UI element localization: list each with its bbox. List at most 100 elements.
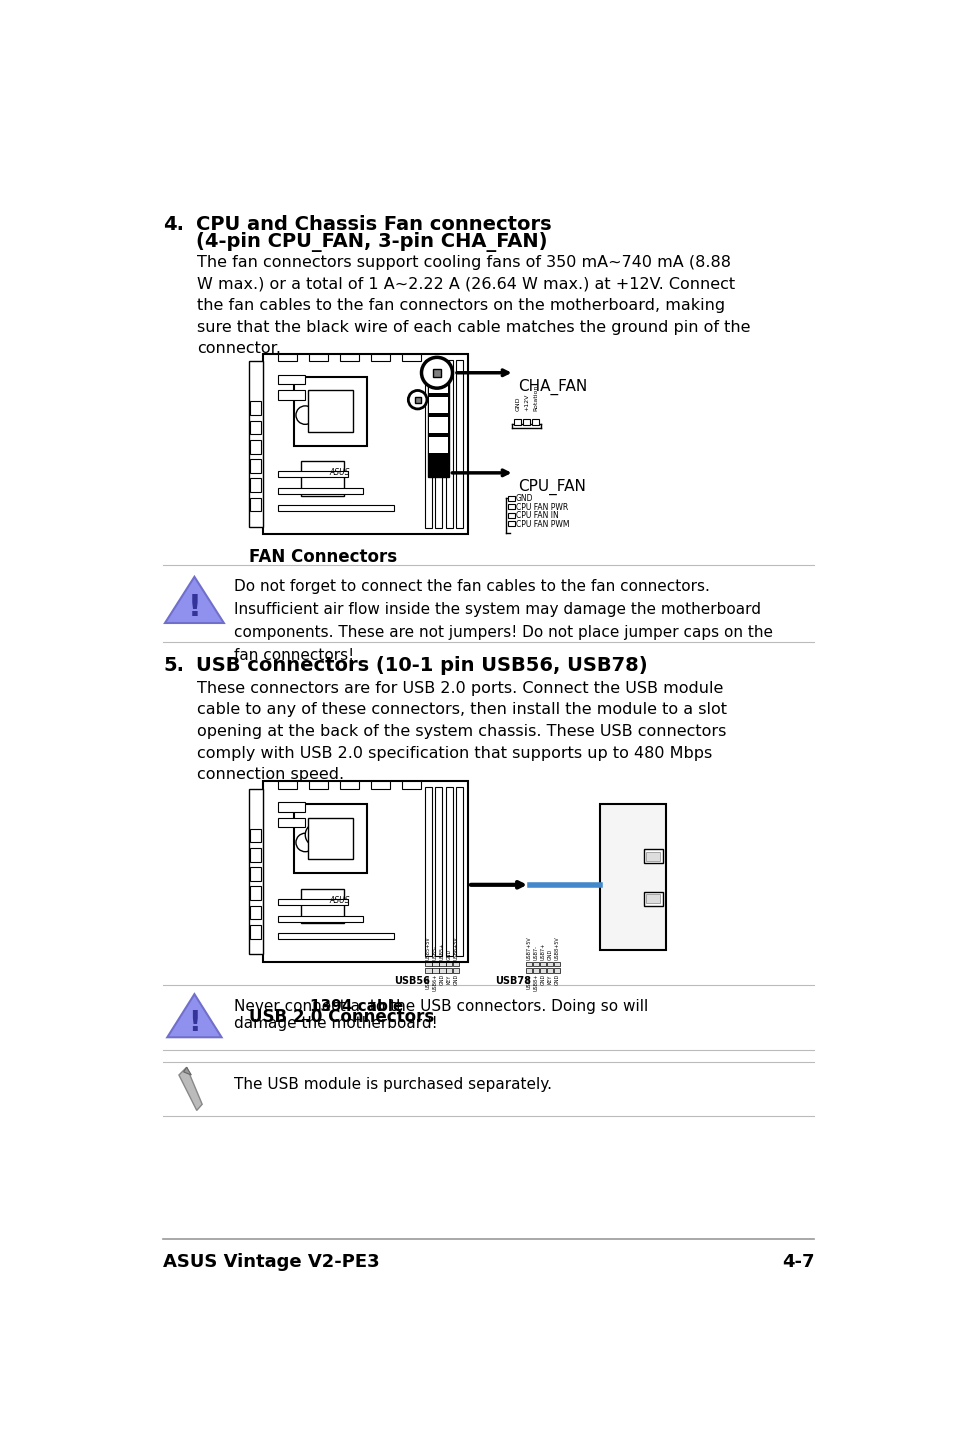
Text: GND: GND xyxy=(516,397,520,411)
Bar xyxy=(514,418,521,426)
Bar xyxy=(309,781,328,788)
Bar xyxy=(250,925,261,939)
Bar xyxy=(250,401,261,416)
Text: GND: GND xyxy=(540,974,545,985)
Text: CPU FAN PWR: CPU FAN PWR xyxy=(516,503,568,512)
Text: USB8+5V: USB8+5V xyxy=(554,936,559,961)
Bar xyxy=(340,354,359,361)
Circle shape xyxy=(408,391,427,408)
Text: USB5-: USB5- xyxy=(433,945,437,961)
Bar xyxy=(250,867,261,881)
Text: USB5+5V: USB5+5V xyxy=(426,936,431,961)
Text: Never connect a: Never connect a xyxy=(233,999,364,1014)
Bar xyxy=(429,437,447,453)
Text: USB7+5V: USB7+5V xyxy=(526,936,531,961)
Text: USB6+: USB6+ xyxy=(433,974,437,991)
Text: USB6-: USB6- xyxy=(426,974,431,989)
Bar xyxy=(439,962,445,966)
Bar xyxy=(645,894,659,903)
Bar xyxy=(508,522,514,526)
Bar xyxy=(402,781,421,788)
Text: GND: GND xyxy=(454,974,458,985)
Bar xyxy=(429,397,447,413)
Text: The fan connectors support cooling fans of 350 mA~740 mA (8.88
W max.) or a tota: The fan connectors support cooling fans … xyxy=(196,255,749,357)
Circle shape xyxy=(295,406,314,424)
Bar xyxy=(531,418,537,426)
Bar xyxy=(533,968,538,972)
Bar xyxy=(278,391,305,400)
Bar xyxy=(250,440,261,453)
Bar xyxy=(250,479,261,492)
Bar xyxy=(250,459,261,473)
Bar xyxy=(415,397,420,403)
Bar xyxy=(250,420,261,434)
Circle shape xyxy=(295,833,314,851)
Text: GND: GND xyxy=(439,974,444,985)
Polygon shape xyxy=(183,1067,192,1076)
Text: CPU and Chassis Fan connectors: CPU and Chassis Fan connectors xyxy=(195,214,551,234)
Bar xyxy=(508,513,514,518)
Text: USB5+: USB5+ xyxy=(439,943,444,961)
Bar xyxy=(525,968,532,972)
Bar xyxy=(278,899,348,905)
Text: damage the motherboard!: damage the motherboard! xyxy=(233,1015,437,1031)
Bar xyxy=(301,462,344,496)
Bar xyxy=(643,892,661,906)
Bar xyxy=(294,377,367,446)
Text: GND: GND xyxy=(516,495,533,503)
Text: The USB module is purchased separately.: The USB module is purchased separately. xyxy=(233,1077,552,1093)
Bar xyxy=(643,850,661,863)
Bar xyxy=(249,361,262,526)
Bar xyxy=(599,804,665,951)
Bar xyxy=(250,886,261,900)
Bar xyxy=(533,962,538,966)
Circle shape xyxy=(421,358,452,388)
Bar xyxy=(645,851,659,861)
Bar xyxy=(429,417,447,433)
Text: CHA_FAN: CHA_FAN xyxy=(517,380,587,395)
Text: 5.: 5. xyxy=(163,656,184,674)
Text: These connectors are for USB 2.0 ports. Connect the USB module
cable to any of t: These connectors are for USB 2.0 ports. … xyxy=(196,680,726,782)
Bar xyxy=(250,828,261,843)
Text: USB8-: USB8- xyxy=(526,974,531,989)
Bar xyxy=(278,354,297,361)
Polygon shape xyxy=(167,994,221,1037)
Text: !: ! xyxy=(188,592,201,623)
Bar xyxy=(250,906,261,919)
Bar xyxy=(371,781,390,788)
Text: +12V: +12V xyxy=(524,394,529,411)
Bar xyxy=(429,377,447,393)
Bar xyxy=(278,933,394,939)
Bar xyxy=(425,787,432,956)
Bar xyxy=(278,781,297,788)
Bar xyxy=(278,916,363,922)
Bar xyxy=(301,889,344,923)
Bar xyxy=(508,505,514,509)
Bar xyxy=(432,968,438,972)
Polygon shape xyxy=(165,577,224,623)
Bar xyxy=(425,360,432,528)
Bar xyxy=(278,489,363,495)
Text: ASUS Vintage V2-PE3: ASUS Vintage V2-PE3 xyxy=(163,1252,379,1271)
Bar xyxy=(249,788,262,953)
Text: USB78: USB78 xyxy=(495,975,531,985)
Text: USB connectors (10-1 pin USB56, USB78): USB connectors (10-1 pin USB56, USB78) xyxy=(195,656,647,674)
Circle shape xyxy=(305,823,328,847)
Text: 1394 cable: 1394 cable xyxy=(310,999,402,1014)
Bar xyxy=(546,962,553,966)
Text: 4.: 4. xyxy=(163,214,184,234)
Bar xyxy=(456,360,462,528)
Text: FAN Connectors: FAN Connectors xyxy=(249,548,396,567)
Bar xyxy=(278,505,394,512)
Bar xyxy=(371,354,390,361)
Bar xyxy=(435,787,442,956)
Bar xyxy=(554,968,559,972)
Bar xyxy=(539,968,546,972)
Text: USB7-: USB7- xyxy=(533,945,538,961)
Bar xyxy=(445,787,452,956)
Bar xyxy=(525,962,532,966)
Text: KEY: KEY xyxy=(547,974,552,984)
Text: ASUS: ASUS xyxy=(330,896,350,905)
Bar xyxy=(307,391,353,431)
Polygon shape xyxy=(179,1067,202,1110)
